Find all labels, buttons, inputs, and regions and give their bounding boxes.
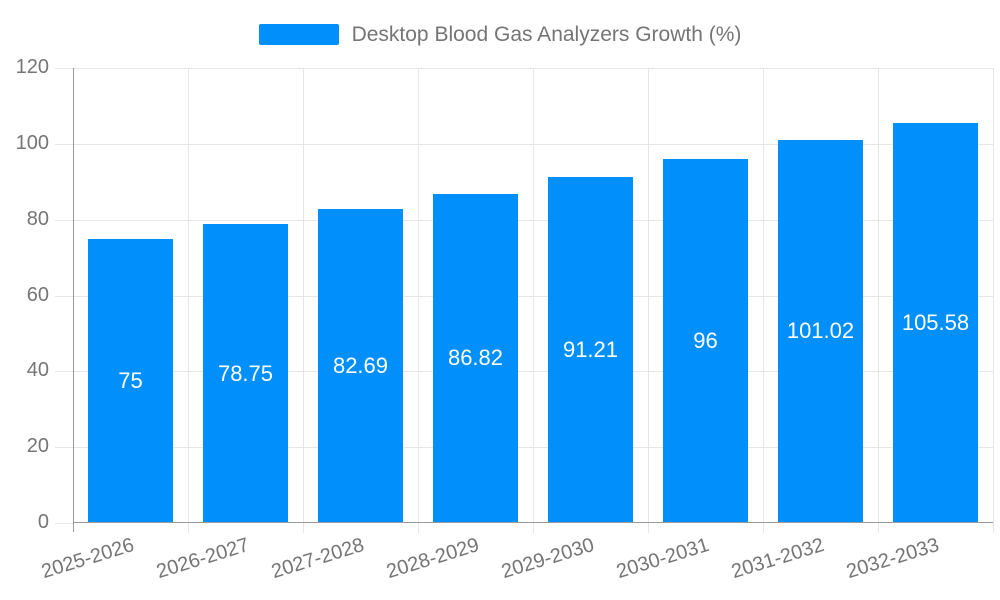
y-axis-tick-80 [55, 219, 73, 221]
y-axis-tick-60 [55, 295, 73, 297]
x-axis-label-2025-2026: 2025-2026 [38, 534, 137, 584]
bar-2025-2026[interactable]: 75 [87, 238, 174, 523]
y-axis-label-120: 120 [15, 56, 49, 79]
x-axis-label-2029-2030: 2029-2030 [498, 534, 597, 584]
y-axis-tick-0 [55, 523, 73, 524]
y-axis-tick-120 [55, 68, 73, 69]
legend-label: Desktop Blood Gas Analyzers Growth (%) [351, 23, 742, 46]
gridline-x-7 [878, 68, 879, 533]
x-axis-label-2028-2029: 2028-2029 [383, 534, 482, 584]
bar-2030-2031[interactable]: 96 [662, 159, 749, 523]
legend[interactable]: Desktop Blood Gas Analyzers Growth (%) [0, 24, 1000, 45]
bar-value-label: 78.75 [217, 360, 274, 386]
gridline-x-5 [648, 68, 649, 533]
gridline-x-6 [763, 68, 764, 533]
bar-2029-2030[interactable]: 91.21 [547, 177, 634, 523]
bar-2026-2027[interactable]: 78.75 [202, 224, 289, 523]
x-axis-label-2031-2032: 2031-2032 [728, 534, 827, 584]
bar-value-label: 82.69 [332, 353, 389, 379]
legend-swatch-icon [258, 24, 339, 45]
y-axis-label-100: 100 [15, 131, 49, 154]
x-axis-label-2026-2027: 2026-2027 [153, 534, 252, 584]
gridline-x-4 [533, 68, 534, 533]
y-axis-label-60: 60 [26, 283, 49, 306]
y-axis-line [73, 68, 74, 532]
y-axis-tick-100 [55, 143, 73, 145]
bar-2031-2032[interactable]: 101.02 [777, 139, 864, 523]
y-axis-label-0: 0 [37, 511, 49, 534]
bar-value-label: 91.21 [562, 337, 619, 363]
bar-2032-2033[interactable]: 105.58 [892, 122, 979, 523]
y-axis-label-40: 40 [26, 359, 49, 382]
bar-value-label: 75 [118, 367, 143, 393]
gridline-x-3 [418, 68, 419, 533]
y-axis-tick-40 [55, 371, 73, 373]
y-axis-tick-20 [55, 447, 73, 449]
x-axis-label-2032-2033: 2032-2033 [843, 534, 942, 584]
plot-area: 0 20 40 60 80 100 120 75 2025-2026 78.75 2026-2027… [16, 56, 994, 583]
x-axis-label-2030-2031: 2030-2031 [613, 534, 712, 584]
x-axis-line [73, 522, 993, 523]
bar-value-label: 101.02 [786, 318, 855, 344]
bar-value-label: 96 [693, 328, 718, 353]
y-axis-label-20: 20 [26, 435, 49, 458]
y-axis-label-80: 80 [26, 207, 49, 230]
bar-2028-2029[interactable]: 86.82 [432, 193, 519, 523]
x-axis-label-2027-2028: 2027-2028 [268, 534, 367, 584]
bar-value-label: 105.58 [901, 309, 970, 335]
gridline-x-1 [188, 68, 189, 533]
gridline-x-2 [303, 68, 304, 533]
bar-2027-2028[interactable]: 82.69 [317, 209, 404, 523]
bar-value-label: 86.82 [447, 345, 504, 371]
gridline-x-8 [993, 68, 994, 533]
